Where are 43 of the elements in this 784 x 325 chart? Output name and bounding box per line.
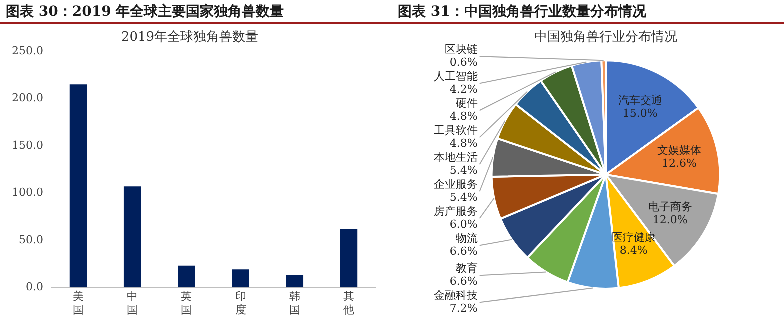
- data-label: 5.4%: [450, 164, 478, 177]
- slice-label: 汽车交通: [618, 94, 662, 108]
- data-label: 6.6%: [450, 244, 478, 258]
- slice-label: 房产服务: [434, 204, 478, 218]
- slice-label: 物流: [456, 232, 478, 245]
- y-tick-label: 250.0: [12, 44, 44, 58]
- y-tick-label: 200.0: [12, 92, 44, 105]
- data-label: 6.6%: [450, 275, 478, 288]
- y-tick-label: 150.0: [12, 138, 44, 152]
- slice-label: 本地生活: [434, 150, 478, 164]
- slice-label: 硬件: [456, 96, 478, 110]
- data-label: 7.2%: [450, 302, 478, 315]
- x-tick-label: 中国: [127, 290, 138, 316]
- slice-label: 工具软件: [434, 124, 478, 137]
- x-tick-label: 英国: [181, 290, 192, 316]
- y-tick-label: 50.0: [18, 233, 44, 246]
- data-label: 5.4%: [450, 190, 478, 204]
- data-label: 4.2%: [450, 82, 478, 96]
- data-label: 8.4%: [620, 244, 648, 258]
- data-label: 4.8%: [450, 110, 478, 123]
- data-label: 15.0%: [622, 107, 658, 120]
- y-tick-label: 0.0: [26, 280, 44, 294]
- slice-label: 区块链: [444, 42, 478, 56]
- data-label: 6.0%: [450, 218, 478, 231]
- x-tick-label: 其他: [343, 290, 354, 316]
- slice-label: 教育: [456, 262, 478, 275]
- chart-subtitle: 中国独角兽行业分布情况: [534, 30, 678, 46]
- data-label: 0.6%: [450, 56, 478, 69]
- x-tick-label: 印度: [235, 290, 246, 316]
- slice-label: 文娱媒体: [657, 144, 702, 158]
- slice-label: 电子商务: [648, 200, 692, 214]
- chart-title: 图表 30：2019 年全球主要国家独角兽数量: [0, 0, 392, 24]
- data-label: 12.0%: [652, 213, 688, 226]
- data-label: 4.8%: [450, 136, 478, 150]
- chart-title: 图表 31：中国独角兽行业数量分布情况: [392, 0, 784, 24]
- y-tick-label: 100.0: [12, 186, 44, 200]
- x-tick-label: 美国: [73, 290, 84, 316]
- slice-label: 人工智能: [434, 70, 478, 83]
- x-tick-label: 韩国: [289, 290, 300, 316]
- slice-label: 金融科技: [434, 289, 478, 302]
- data-label: 12.6%: [662, 157, 697, 170]
- slice-label: 企业服务: [434, 178, 478, 191]
- chart-subtitle: 2019年全球独角兽数量: [121, 30, 259, 46]
